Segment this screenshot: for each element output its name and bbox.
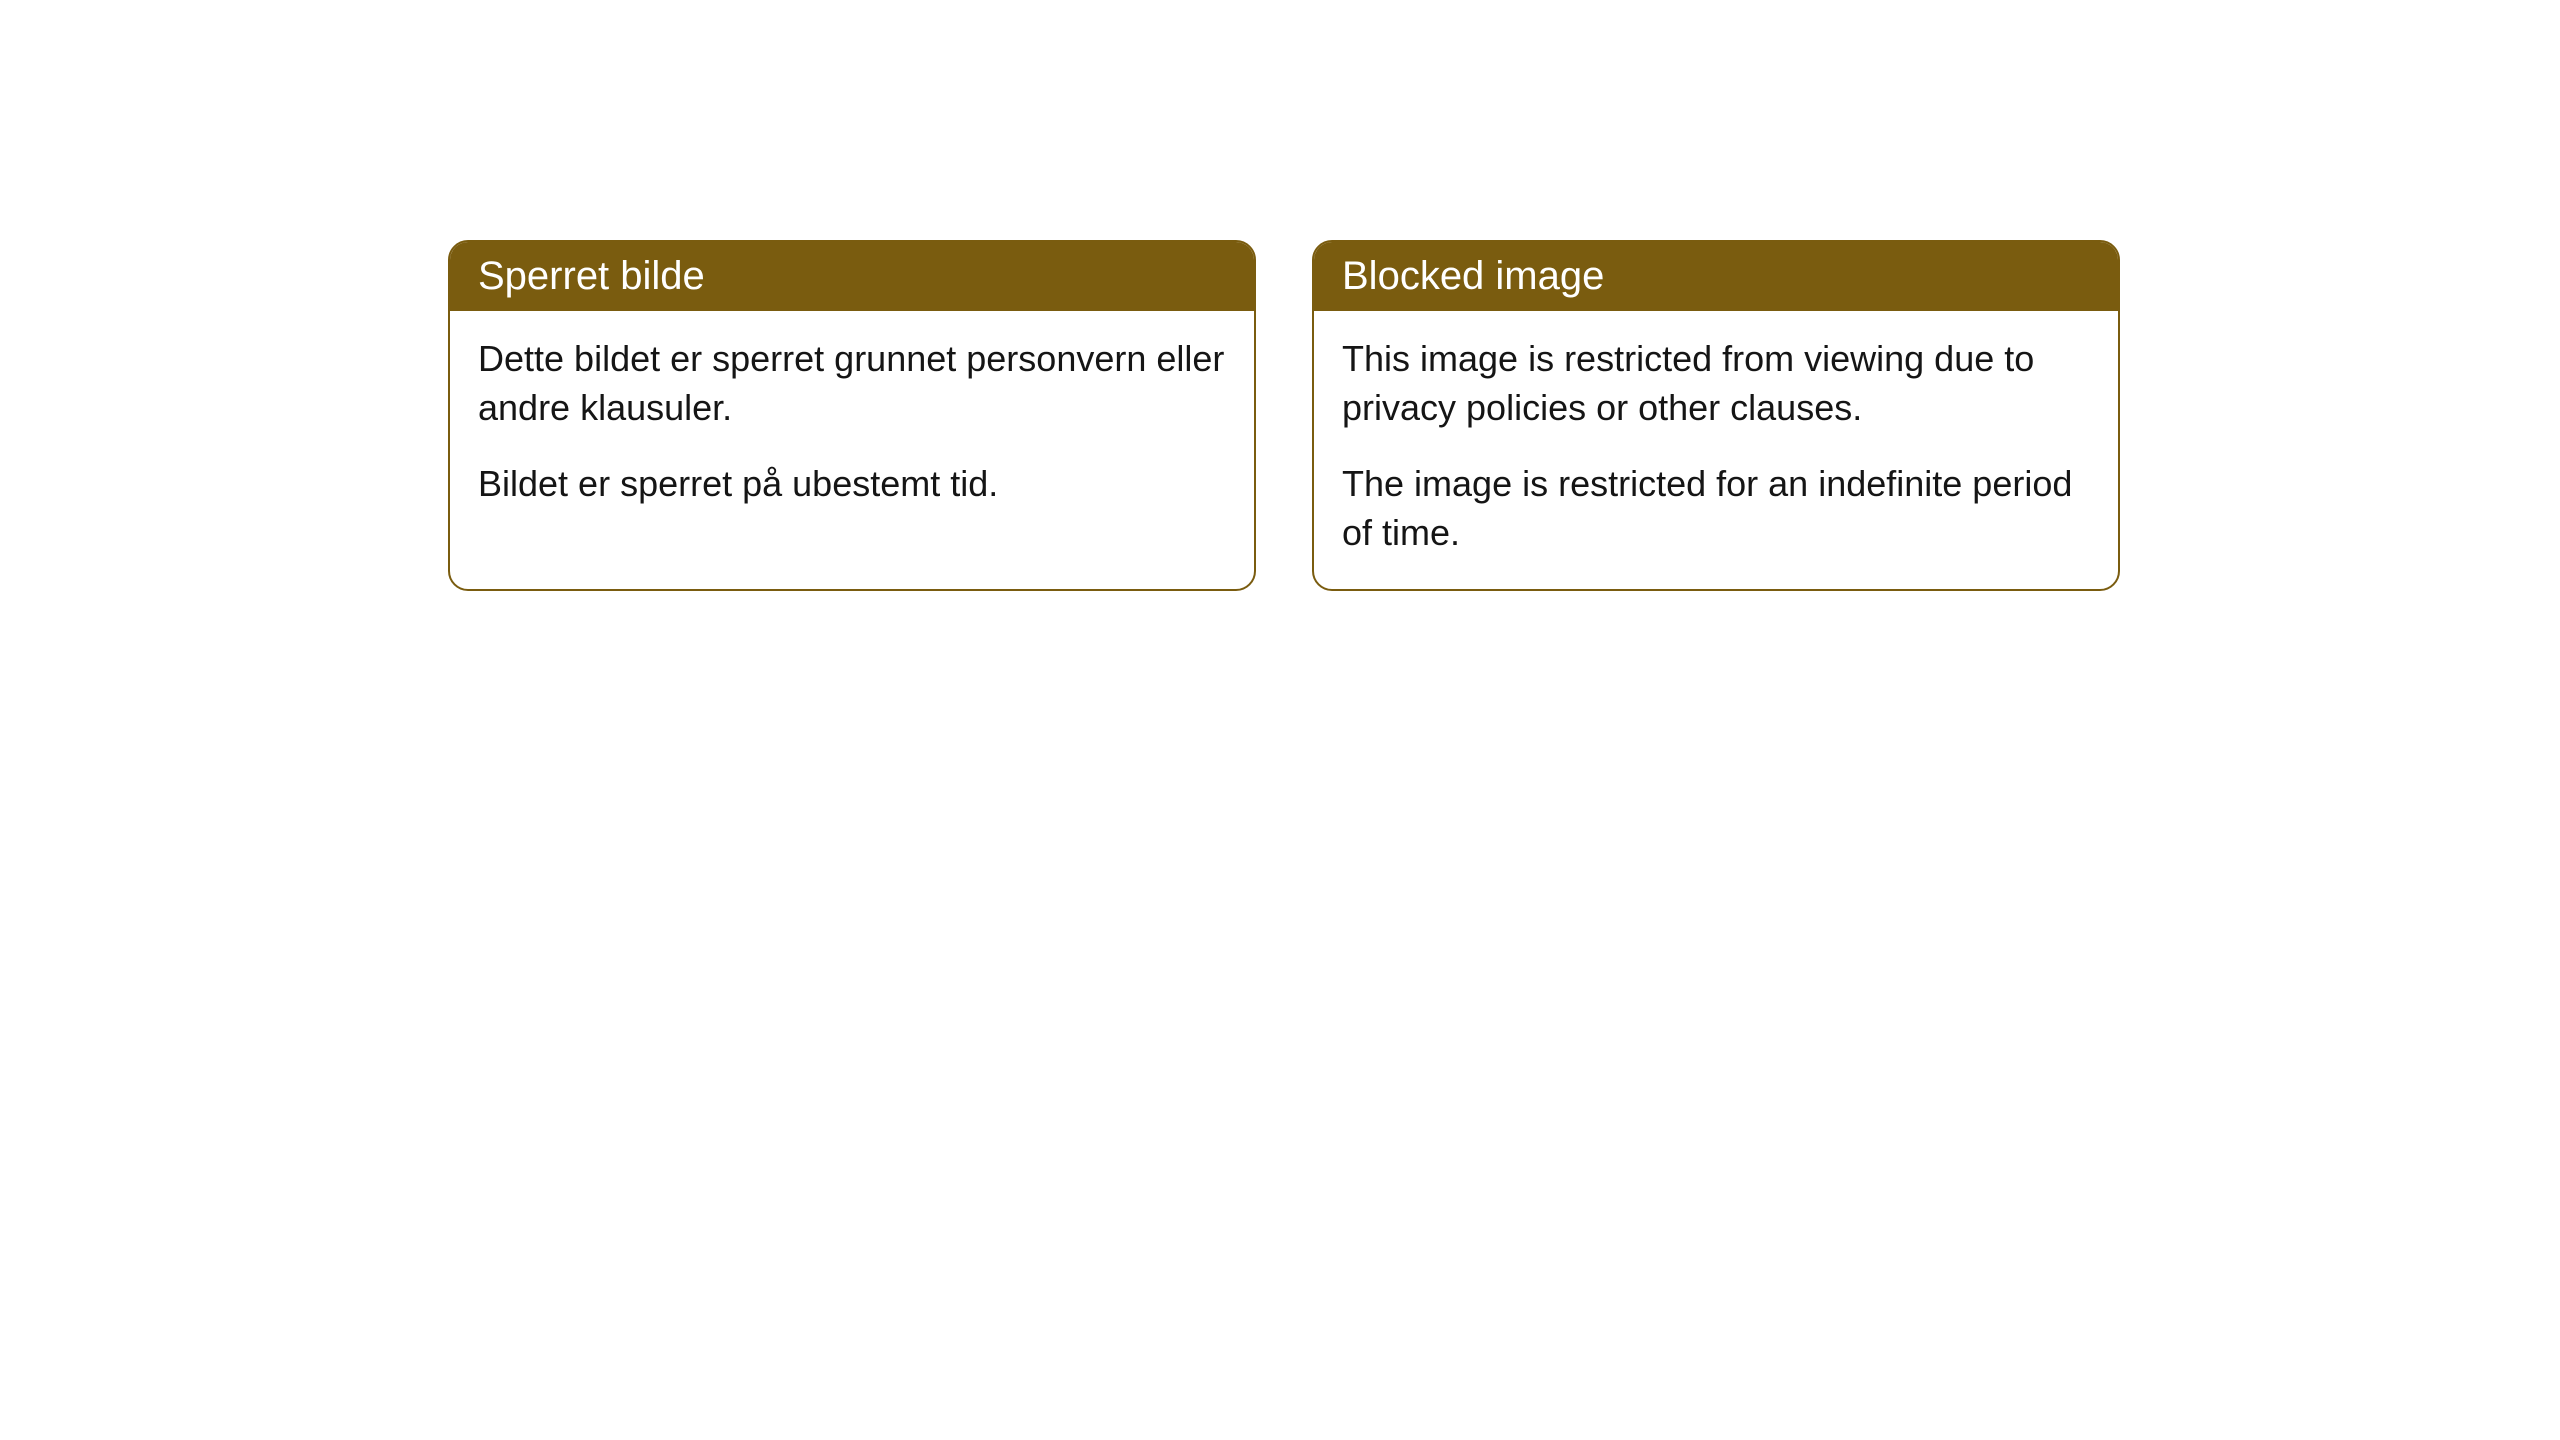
- notice-body-en: This image is restricted from viewing du…: [1314, 311, 2118, 589]
- notice-text-en-1: This image is restricted from viewing du…: [1342, 335, 2090, 432]
- notice-text-en-2: The image is restricted for an indefinit…: [1342, 460, 2090, 557]
- notice-body-no: Dette bildet er sperret grunnet personve…: [450, 311, 1254, 541]
- notice-container: Sperret bilde Dette bildet er sperret gr…: [0, 0, 2560, 591]
- notice-text-no-2: Bildet er sperret på ubestemt tid.: [478, 460, 1226, 509]
- notice-title-en: Blocked image: [1314, 242, 2118, 311]
- notice-card-no: Sperret bilde Dette bildet er sperret gr…: [448, 240, 1256, 591]
- notice-title-no: Sperret bilde: [450, 242, 1254, 311]
- notice-card-en: Blocked image This image is restricted f…: [1312, 240, 2120, 591]
- notice-text-no-1: Dette bildet er sperret grunnet personve…: [478, 335, 1226, 432]
